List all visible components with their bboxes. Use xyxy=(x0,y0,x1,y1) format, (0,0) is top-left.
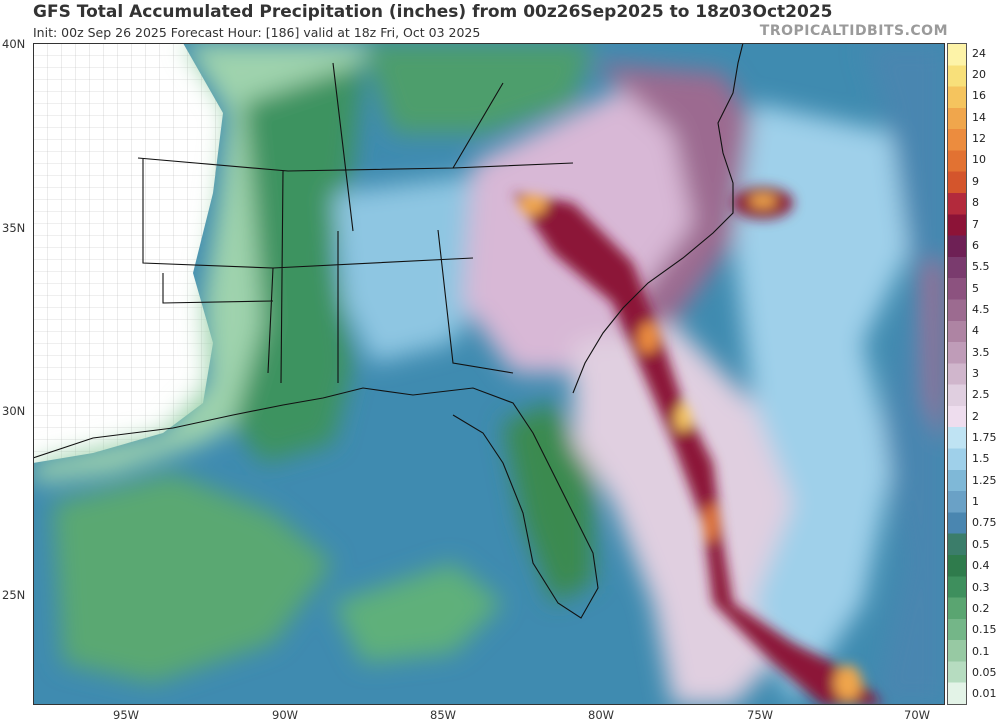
colorbar-label: 3 xyxy=(972,367,979,380)
colorbar-label: 1 xyxy=(972,495,979,509)
colorbar-label: 7 xyxy=(972,217,979,231)
core-nc-inner xyxy=(749,194,777,208)
colorbar-label: 4.5 xyxy=(972,302,990,316)
atlantic-lightblue xyxy=(733,103,913,705)
colorbar-label: 14 xyxy=(972,110,986,124)
lat-label-35n: 35N xyxy=(2,221,26,235)
lon-label-70w: 70W xyxy=(904,708,931,722)
colorbar-label: 0.4 xyxy=(972,559,990,573)
state-lines xyxy=(137,62,574,384)
colorbar-label: 1.5 xyxy=(972,452,990,466)
core-fl-off2 xyxy=(704,503,718,543)
colorbar-label: 1.75 xyxy=(972,431,997,445)
lon-label-80w: 80W xyxy=(588,708,615,722)
colorbar-label: 20 xyxy=(972,68,986,82)
map-title: GFS Total Accumulated Precipitation (inc… xyxy=(33,2,833,22)
lon-label-85w: 85W xyxy=(430,708,457,722)
colorbar-label: 12 xyxy=(972,132,986,146)
colorbar-label: 2.5 xyxy=(972,388,990,402)
colorbar-label: 0.3 xyxy=(972,580,990,594)
colorbar-label: 2 xyxy=(972,409,979,423)
map-border xyxy=(33,43,945,705)
colorbar-label: 4 xyxy=(972,324,979,338)
east-purple xyxy=(923,263,945,443)
lon-label-75w: 75W xyxy=(747,708,774,722)
colorbar-label: 0.5 xyxy=(972,537,990,551)
lon-label-95w: 95W xyxy=(113,708,140,722)
ne-green xyxy=(363,43,593,133)
east-blue xyxy=(863,43,945,705)
gulf-green xyxy=(53,473,333,683)
colorbar-label: 5.5 xyxy=(972,260,990,274)
boundaries xyxy=(33,43,744,619)
core-bahamas xyxy=(834,665,862,701)
light-blue-region xyxy=(333,173,503,363)
lon-label-90w: 90W xyxy=(272,708,299,722)
colorbar-label: 0.1 xyxy=(972,644,990,658)
heavy-rain-band xyxy=(513,193,883,705)
colorbar-label: 6 xyxy=(972,238,979,252)
colorbar-label: 0.75 xyxy=(972,516,997,530)
colorbar-label: 3.5 xyxy=(972,345,990,359)
precipitation-map xyxy=(33,43,945,705)
colorbar-label: 0.05 xyxy=(972,665,997,679)
colorbar-label: 1.25 xyxy=(972,473,997,487)
colorbar-label: 24 xyxy=(972,46,986,60)
green-band xyxy=(233,63,363,463)
map-subtitle: Init: 00z Sep 26 2025 Forecast Hour: [18… xyxy=(33,25,481,40)
pink-atlantic xyxy=(573,323,813,705)
brand-watermark: TROPICALTIDBITS.COM xyxy=(759,23,948,39)
lat-label-40n: 40N xyxy=(2,37,26,51)
gulf-coastline xyxy=(33,387,599,619)
colorbar-label: 5 xyxy=(972,281,979,295)
colorbar-label: 0.15 xyxy=(972,623,997,637)
colorbar-label: 0.01 xyxy=(972,687,997,701)
lat-label-25n: 25N xyxy=(2,588,26,602)
core-fl-off xyxy=(675,404,691,432)
lat-label-30n: 30N xyxy=(2,404,26,418)
colorbar-label: 8 xyxy=(972,196,979,210)
core-sc xyxy=(638,322,658,354)
gulf-green-2 xyxy=(333,563,503,663)
colorbar-label: 10 xyxy=(972,153,986,167)
precip-colorbar xyxy=(947,43,967,705)
fl-peninsula-green xyxy=(503,403,593,603)
core-ga xyxy=(519,195,547,215)
atlantic-coastline xyxy=(572,43,744,394)
colorbar-label: 9 xyxy=(972,174,979,188)
colorbar-label: 0.2 xyxy=(972,601,990,615)
colorbar-label: 16 xyxy=(972,89,986,103)
